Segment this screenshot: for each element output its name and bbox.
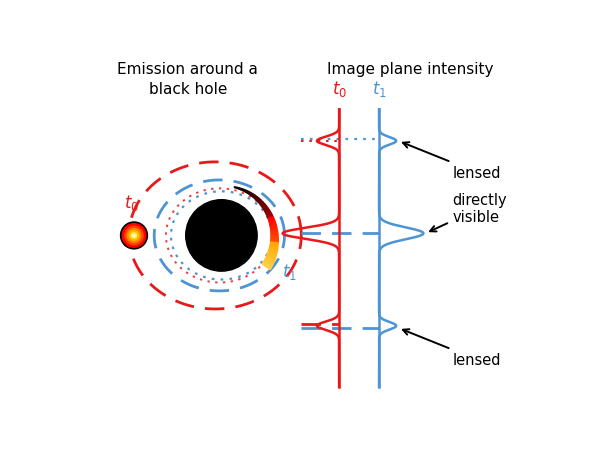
Circle shape [129,231,139,241]
Circle shape [186,200,257,272]
Polygon shape [264,208,269,213]
Text: $t_1$: $t_1$ [372,79,387,99]
Text: lensed: lensed [403,143,501,181]
Text: Emission around a
black hole: Emission around a black hole [117,62,258,97]
Text: lensed: lensed [403,330,501,367]
Polygon shape [249,193,253,196]
Text: $t_0$: $t_0$ [124,193,140,213]
Polygon shape [234,188,237,189]
Circle shape [125,227,143,245]
Polygon shape [269,222,276,226]
Text: directly
visible: directly visible [430,193,507,232]
Polygon shape [271,240,278,244]
Polygon shape [260,202,265,206]
Circle shape [121,223,147,250]
Polygon shape [266,256,275,263]
Polygon shape [270,245,278,249]
Polygon shape [263,260,273,268]
Polygon shape [266,213,272,217]
Polygon shape [267,254,276,260]
Polygon shape [270,225,276,228]
Polygon shape [269,219,275,224]
Polygon shape [255,197,259,201]
Polygon shape [268,251,276,257]
Text: $t_1$: $t_1$ [282,262,297,282]
Polygon shape [271,235,278,238]
Polygon shape [268,250,277,254]
Polygon shape [251,194,255,198]
Polygon shape [265,210,271,215]
Polygon shape [262,263,272,270]
Polygon shape [237,188,239,189]
Polygon shape [253,196,257,200]
Text: $t_0$: $t_0$ [332,79,347,99]
Polygon shape [257,199,261,203]
Polygon shape [247,192,250,195]
Circle shape [122,224,146,248]
Polygon shape [270,242,278,246]
Circle shape [131,233,137,238]
Polygon shape [267,215,273,219]
Circle shape [127,229,141,243]
Polygon shape [271,238,278,241]
Polygon shape [268,217,274,221]
Polygon shape [241,189,244,191]
Polygon shape [269,247,278,251]
Polygon shape [271,227,277,231]
Polygon shape [271,230,278,233]
Polygon shape [258,200,263,205]
Text: Image plane intensity: Image plane intensity [327,62,494,77]
Polygon shape [261,204,266,208]
Polygon shape [243,190,246,193]
Circle shape [133,235,135,237]
Polygon shape [271,232,278,235]
Polygon shape [265,258,274,265]
Polygon shape [239,188,242,190]
Polygon shape [263,206,268,210]
Polygon shape [245,191,249,194]
